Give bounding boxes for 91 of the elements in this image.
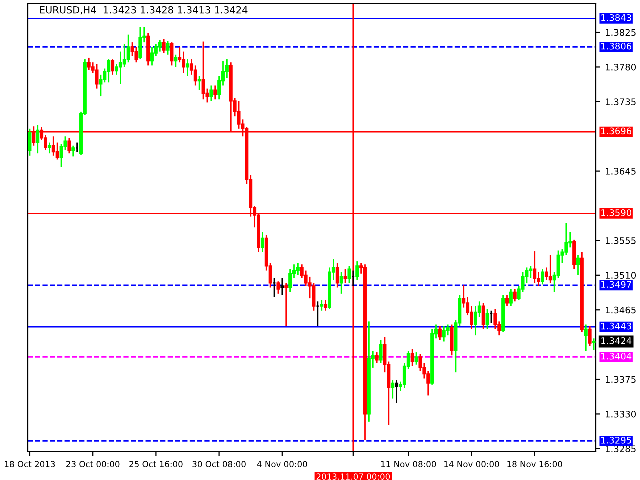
x-tick-label: 18 Nov 16:00: [508, 461, 562, 468]
ref-line-label: 1.3806: [602, 42, 632, 50]
candlestick: [198, 76, 202, 92]
candlestick: [348, 265, 352, 284]
candlestick: [506, 294, 509, 307]
candlestick: [395, 380, 399, 404]
candlestick: [320, 299, 324, 312]
candlestick: [260, 232, 264, 253]
candlestick: [162, 38, 166, 54]
candlestick: [379, 340, 383, 364]
candlestick: [541, 268, 544, 286]
candlestick: [576, 254, 580, 276]
y-tick-label: 1.3465: [606, 306, 636, 314]
y-tick-label: 1.3780: [606, 64, 636, 71]
x-tick-label: 30 Oct 08:00: [192, 461, 246, 468]
candlestick: [584, 324, 588, 352]
candlestick: [111, 58, 115, 76]
candlestick: [324, 299, 328, 312]
x-tick-label: 4 Nov 00:00: [257, 461, 308, 468]
candlestick: [280, 278, 284, 296]
candlestick: [276, 280, 280, 295]
y-tick-label: 1.3555: [606, 237, 636, 244]
ref-line-label: 1.3404: [602, 352, 632, 360]
candlestick: [391, 380, 395, 400]
y-tick-label: 1.3285: [606, 446, 636, 452]
candlestick: [52, 136, 56, 157]
candlestick: [450, 324, 454, 356]
candlestick: [174, 54, 178, 68]
candlestick: [202, 41, 206, 100]
candlestick: [442, 326, 446, 342]
candlestick: [166, 40, 170, 56]
candlestick: [138, 26, 142, 60]
candlestick: [340, 272, 344, 295]
ref-line-label: 1.3590: [602, 210, 632, 216]
candlestick: [48, 142, 52, 154]
y-tick-label: 1.3825: [606, 29, 636, 36]
candlestick: [375, 352, 379, 364]
candlestick: [296, 262, 300, 276]
candlestick: [68, 137, 72, 154]
y-tick-label: 1.3735: [606, 98, 636, 106]
candlestick: [186, 58, 190, 78]
candlestick: [533, 250, 537, 284]
ref-line-label: 1.3443: [602, 322, 632, 330]
x-tick-label: 25 Oct 16:00: [130, 461, 183, 468]
candlestick: [72, 145, 76, 158]
candlestick: [509, 288, 513, 307]
candlestick: [486, 308, 490, 330]
candlestick: [28, 128, 32, 157]
candlestick: [474, 306, 478, 336]
y-tick-label: 1.3330: [606, 410, 636, 418]
candlestick: [36, 124, 40, 154]
candlestick: [410, 348, 414, 368]
candlestick: [572, 239, 576, 270]
y-tick-label: 1.3645: [606, 168, 636, 175]
x-tick-label: 18 Oct 2013: [5, 461, 56, 468]
candlestick: [548, 254, 552, 284]
x-tick-label: 2013.11.07 00:00: [316, 474, 390, 480]
candlestick: [438, 326, 442, 341]
ref-line-label: 1.3843: [602, 14, 632, 22]
candlestick: [134, 46, 138, 64]
candlestick: [529, 265, 533, 280]
candlestick: [592, 338, 596, 351]
y-tick-label: 1.3375: [606, 376, 636, 384]
candlestick: [336, 262, 340, 288]
x-tick-label: 11 Nov 08:00: [381, 461, 436, 468]
candlestick: [87, 57, 91, 72]
x-tick-label: 14 Nov 00:00: [444, 461, 500, 468]
annotation: 1.3424: [602, 338, 632, 344]
candlestick: [588, 326, 592, 348]
candlestick: [210, 85, 214, 102]
candlestick: [356, 260, 360, 281]
candlestick: [414, 352, 418, 366]
candlestick: [182, 51, 186, 74]
candlestick: [288, 268, 292, 294]
ref-line-label: 1.3295: [602, 436, 632, 444]
candlestick: [126, 34, 130, 64]
candlestick: [95, 63, 99, 90]
candlestick: [513, 288, 517, 302]
y-tick-label: 1.3510: [606, 272, 636, 279]
x-tick-label: 23 Oct 00:00: [66, 461, 120, 468]
candlestick: [482, 302, 486, 330]
candlestick: [170, 42, 174, 66]
candlestick: [284, 282, 288, 328]
chart-title: EURUSD,H4 1.3423 1.3428 1.3413 1.3424: [40, 6, 248, 15]
ref-line-label: 1.3497: [602, 281, 632, 288]
candlestick: [214, 85, 218, 100]
candlestick: [158, 40, 162, 52]
candlestick: [150, 46, 154, 66]
ref-line-label: 1.3696: [602, 128, 632, 135]
candlestick: [107, 58, 111, 84]
candlestick: [344, 268, 348, 284]
